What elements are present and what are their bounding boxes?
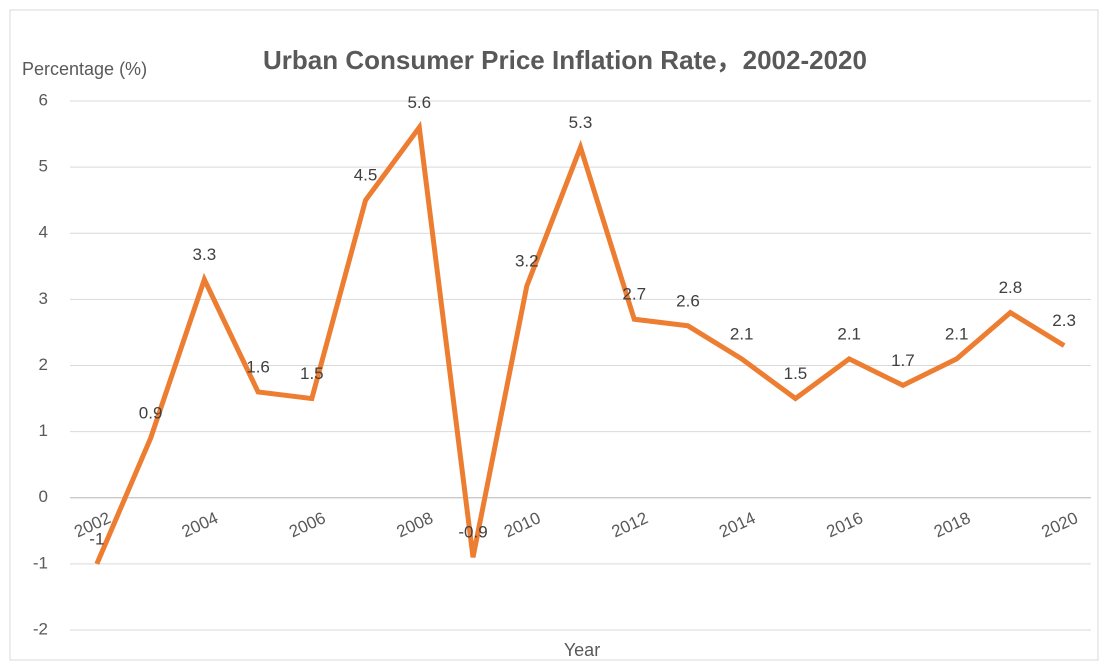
data-label: 2.3 [1052, 311, 1076, 330]
y-tick-label: 6 [39, 90, 48, 109]
y-tick-label: 4 [39, 223, 48, 242]
data-label: -1 [89, 529, 104, 548]
x-axis-title: Year [564, 640, 600, 660]
chart-title: Urban Consumer Price Inflation Rate，2002… [263, 45, 867, 75]
data-label: 2.1 [945, 324, 969, 343]
data-label: 2.1 [837, 324, 861, 343]
chart-border [9, 9, 1099, 661]
data-label: 5.6 [407, 93, 431, 112]
y-tick-label: 5 [39, 157, 48, 176]
y-tick-label: -1 [33, 553, 48, 572]
y-tick-label: -2 [33, 619, 48, 638]
y-axis-title: Percentage (%) [22, 59, 147, 79]
data-label: 4.5 [354, 166, 378, 185]
data-label: -0.9 [458, 523, 487, 542]
data-label: 3.2 [515, 252, 539, 271]
data-label: 0.9 [139, 404, 163, 423]
y-tick-label: 1 [39, 421, 48, 440]
data-label: 2.7 [622, 285, 646, 304]
data-label: 5.3 [569, 113, 593, 132]
data-label: 2.6 [676, 291, 700, 310]
data-label: 2.1 [730, 324, 754, 343]
data-label: 1.5 [300, 364, 324, 383]
data-line [94, 120, 1066, 565]
y-tick-label: 2 [39, 355, 48, 374]
data-label: 3.3 [193, 245, 217, 264]
data-label: 1.5 [784, 364, 808, 383]
y-tick-label: 0 [39, 487, 48, 506]
data-label: 2.8 [999, 278, 1023, 297]
data-label: 1.6 [246, 357, 270, 376]
data-label: 1.7 [891, 351, 915, 370]
y-tick-label: 3 [39, 289, 48, 308]
